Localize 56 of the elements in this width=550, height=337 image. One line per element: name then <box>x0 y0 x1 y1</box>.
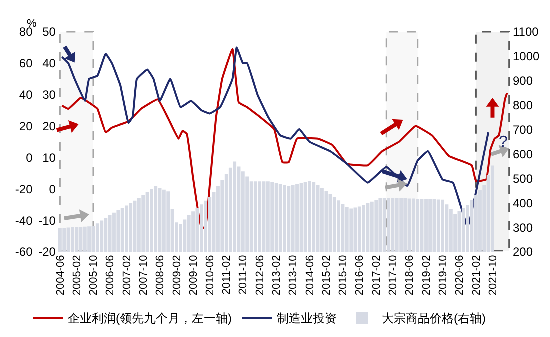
y3-tick-label: 400 <box>513 196 534 210</box>
x-tick-label: 2016-06 <box>354 255 366 296</box>
x-tick-label: 2005-10 <box>88 255 100 296</box>
y3-tick-label: 900 <box>513 74 534 88</box>
x-tick-label: 2013-02 <box>271 255 284 296</box>
legend-label: 制造业投资 <box>277 312 337 326</box>
x-tick-label: 2015-10 <box>338 255 350 296</box>
x-tick-label: 2019-10 <box>437 255 450 296</box>
x-tick-label: 2004-06 <box>54 255 67 296</box>
y2-tick-label: 30 <box>42 88 56 102</box>
x-tick-label: 2015-02 <box>321 255 334 296</box>
x-tick-label: 2019-02 <box>420 255 433 296</box>
y3-tick-label: 200 <box>513 245 534 260</box>
y-tick-label: 0 <box>26 150 34 165</box>
y3-tick-label: 300 <box>513 220 534 235</box>
y-tick-label: 60 <box>19 56 34 71</box>
x-tick-label: 2013-10 <box>288 255 300 296</box>
y-tick-label: -60 <box>15 245 34 260</box>
x-tick-label: 2007-10 <box>138 255 150 296</box>
y3-tick-label: 1000 <box>513 50 540 64</box>
x-tick-label: 2021-02 <box>470 255 483 296</box>
y3-tick-label: 500 <box>513 172 534 186</box>
y-tick-label: 40 <box>19 88 34 102</box>
y2-tick-label: 50 <box>42 25 56 40</box>
y2-tick-label: 40 <box>42 56 56 71</box>
x-tick-label: 2017-02 <box>370 255 383 296</box>
x-tick-label: 2011-10 <box>238 255 250 295</box>
x-tick-label: 2010-06 <box>204 255 216 296</box>
annotation: ? <box>499 134 508 151</box>
x-tick-label: 2005-02 <box>72 255 84 296</box>
x-tick-label: 2021-10 <box>487 255 500 296</box>
x-tick-label: 2014-06 <box>304 255 316 296</box>
x-tick-label: 2008-06 <box>154 255 167 296</box>
x-tick-label: 2020-06 <box>454 255 466 296</box>
y-tick-label: -20 <box>15 182 34 196</box>
y3-tick-label: 700 <box>513 122 534 137</box>
legend-label: 大宗商品价格(右轴) <box>382 312 486 326</box>
y-tick-label: 20 <box>19 119 34 134</box>
y2-tick-label: -10 <box>38 214 56 228</box>
x-tick-label: 2006-06 <box>104 255 117 296</box>
x-tick-label: 2018-06 <box>404 255 416 296</box>
x-tick-label: 2007-02 <box>121 255 134 296</box>
x-tick-label: 2009-10 <box>188 255 200 296</box>
y3-tick-label: 800 <box>513 98 534 113</box>
x-tick-label: 2011-02 <box>221 255 234 295</box>
y-tick-label: -40 <box>15 214 34 228</box>
y3-tick-label: 1100 <box>513 25 540 40</box>
x-tick-label: 2012-06 <box>254 255 266 296</box>
y2-tick-label: 20 <box>42 119 56 134</box>
y2-tick-label: 10 <box>42 150 56 165</box>
y2-tick-label: 0 <box>49 182 56 196</box>
y2-tick-label: -20 <box>38 245 56 260</box>
y3-tick-label: 600 <box>513 147 534 162</box>
x-tick-label: 2017-10 <box>387 255 400 296</box>
x-tick-label: 2009-02 <box>171 255 184 296</box>
legend-label: 企业利润(领先九个月，左一轴) <box>68 312 232 326</box>
